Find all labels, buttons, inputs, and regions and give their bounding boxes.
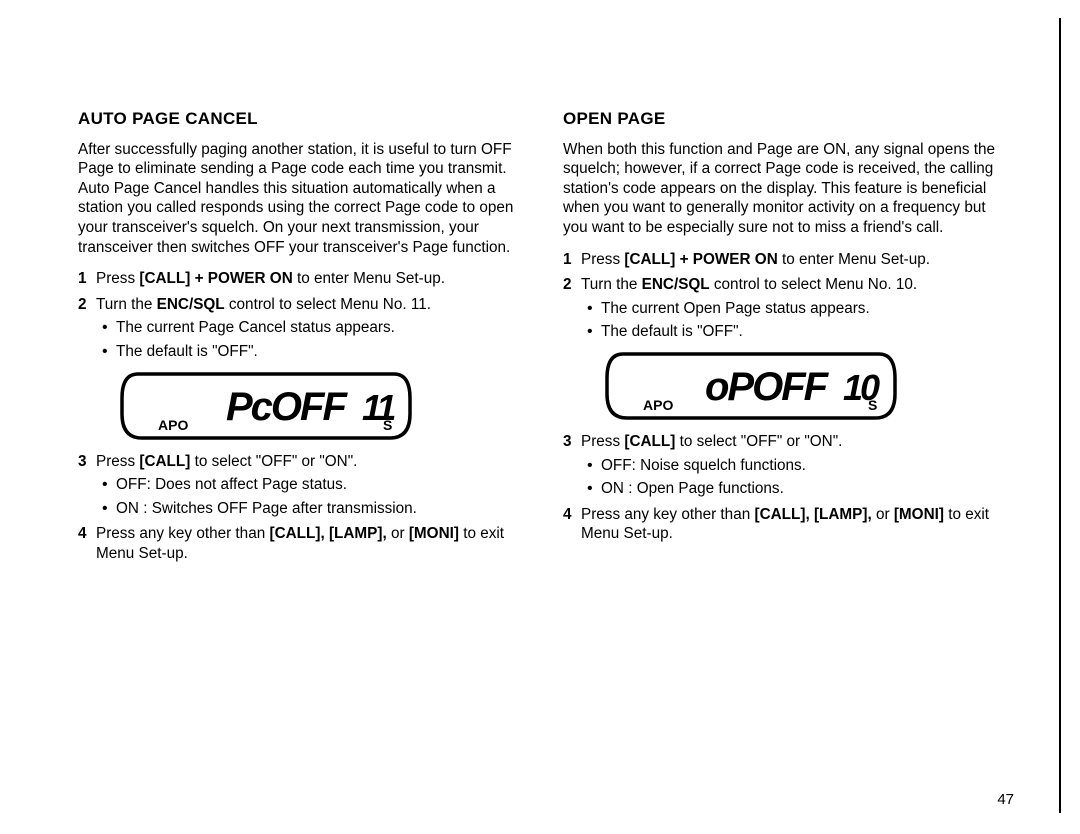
sub-item: OFF: Noise squelch functions. [581, 456, 1010, 476]
sub-list: The current Open Page status appears. Th… [581, 299, 1010, 342]
step-1: 1 Press [CALL] + POWER ON to enter Menu … [563, 250, 1010, 270]
lcd-apo-label: APO [643, 397, 673, 413]
text-bold: [CALL] [624, 433, 675, 450]
text: Turn the [96, 296, 157, 313]
text-bold: ENC/SQL [642, 276, 710, 293]
text-bold: [CALL] [139, 453, 190, 470]
text: to enter Menu Set-up. [778, 251, 930, 268]
step-number: 4 [563, 505, 572, 525]
step-number: 2 [78, 295, 87, 315]
text-bold: [CALL] + POWER ON [139, 270, 292, 287]
text: Press [581, 251, 624, 268]
text: to select "OFF" or "ON". [190, 453, 357, 470]
lcd-display: APO S oPOFF 10 [603, 350, 1010, 422]
step-3: 3 Press [CALL] to select "OFF" or "ON". … [78, 452, 525, 519]
sub-item: The default is "OFF". [96, 342, 525, 362]
step-4: 4 Press any key other than [CALL], [LAMP… [78, 524, 525, 563]
text: Press any key other than [96, 525, 269, 542]
step-2: 2 Turn the ENC/SQL control to select Men… [78, 295, 525, 442]
page-number: 47 [997, 791, 1014, 808]
steps-open-page: 1 Press [CALL] + POWER ON to enter Menu … [563, 250, 1010, 544]
step-4: 4 Press any key other than [CALL], [LAMP… [563, 505, 1010, 544]
step-number: 3 [563, 432, 572, 452]
text-bold: [CALL], [LAMP], [754, 506, 876, 523]
step-number: 4 [78, 524, 87, 544]
steps-auto-page-cancel: 1 Press [CALL] + POWER ON to enter Menu … [78, 269, 525, 563]
sub-list: The current Page Cancel status appears. … [96, 318, 525, 361]
para-auto-page-cancel: After successfully paging another statio… [78, 140, 525, 257]
text: Turn the [581, 276, 642, 293]
text: to select "OFF" or "ON". [675, 433, 842, 450]
text: Press any key other than [581, 506, 754, 523]
step-number: 1 [78, 269, 87, 289]
right-column: OPEN PAGE When both this function and Pa… [563, 108, 1010, 569]
step-number: 3 [78, 452, 87, 472]
sub-item: OFF: Does not affect Page status. [96, 475, 525, 495]
sub-item: The default is "OFF". [581, 322, 1010, 342]
para-open-page: When both this function and Page are ON,… [563, 140, 1010, 238]
lcd-menu-number: 10 [843, 367, 880, 408]
text: Press [96, 453, 139, 470]
text: control to select Menu No. 10. [710, 276, 917, 293]
text-bold: [CALL] + POWER ON [624, 251, 777, 268]
text-bold: [CALL], [LAMP], [269, 525, 391, 542]
sub-list: OFF: Noise squelch functions. ON : Open … [581, 456, 1010, 499]
sub-list: OFF: Does not affect Page status. ON : S… [96, 475, 525, 518]
text-bold: [MONI] [409, 525, 459, 542]
page-content: AUTO PAGE CANCEL After successfully pagi… [0, 0, 1080, 569]
heading-open-page: OPEN PAGE [563, 108, 1010, 130]
text-bold: [MONI] [894, 506, 944, 523]
lcd-main-text: oPOFF [705, 365, 830, 409]
text: to enter Menu Set-up. [293, 270, 445, 287]
sub-item: ON : Switches OFF Page after transmissio… [96, 499, 525, 519]
step-1: 1 Press [CALL] + POWER ON to enter Menu … [78, 269, 525, 289]
text: Press [96, 270, 139, 287]
text-bold: ENC/SQL [157, 296, 225, 313]
sub-item: The current Page Cancel status appears. [96, 318, 525, 338]
lcd-menu-number: 11 [362, 387, 395, 428]
step-3: 3 Press [CALL] to select "OFF" or "ON". … [563, 432, 1010, 499]
text: Press [581, 433, 624, 450]
text: control to select Menu No. 11. [225, 296, 431, 313]
page-right-border [1059, 18, 1061, 813]
step-2: 2 Turn the ENC/SQL control to select Men… [563, 275, 1010, 422]
lcd-main-text: PcOFF [226, 385, 348, 429]
sub-item: ON : Open Page functions. [581, 479, 1010, 499]
text: or [876, 506, 894, 523]
left-column: AUTO PAGE CANCEL After successfully pagi… [78, 108, 525, 569]
sub-item: The current Open Page status appears. [581, 299, 1010, 319]
lcd-apo-label: APO [158, 417, 188, 433]
step-number: 1 [563, 250, 572, 270]
text: or [391, 525, 409, 542]
step-number: 2 [563, 275, 572, 295]
heading-auto-page-cancel: AUTO PAGE CANCEL [78, 108, 525, 130]
lcd-display: APO S PcOFF 11 [118, 370, 525, 442]
